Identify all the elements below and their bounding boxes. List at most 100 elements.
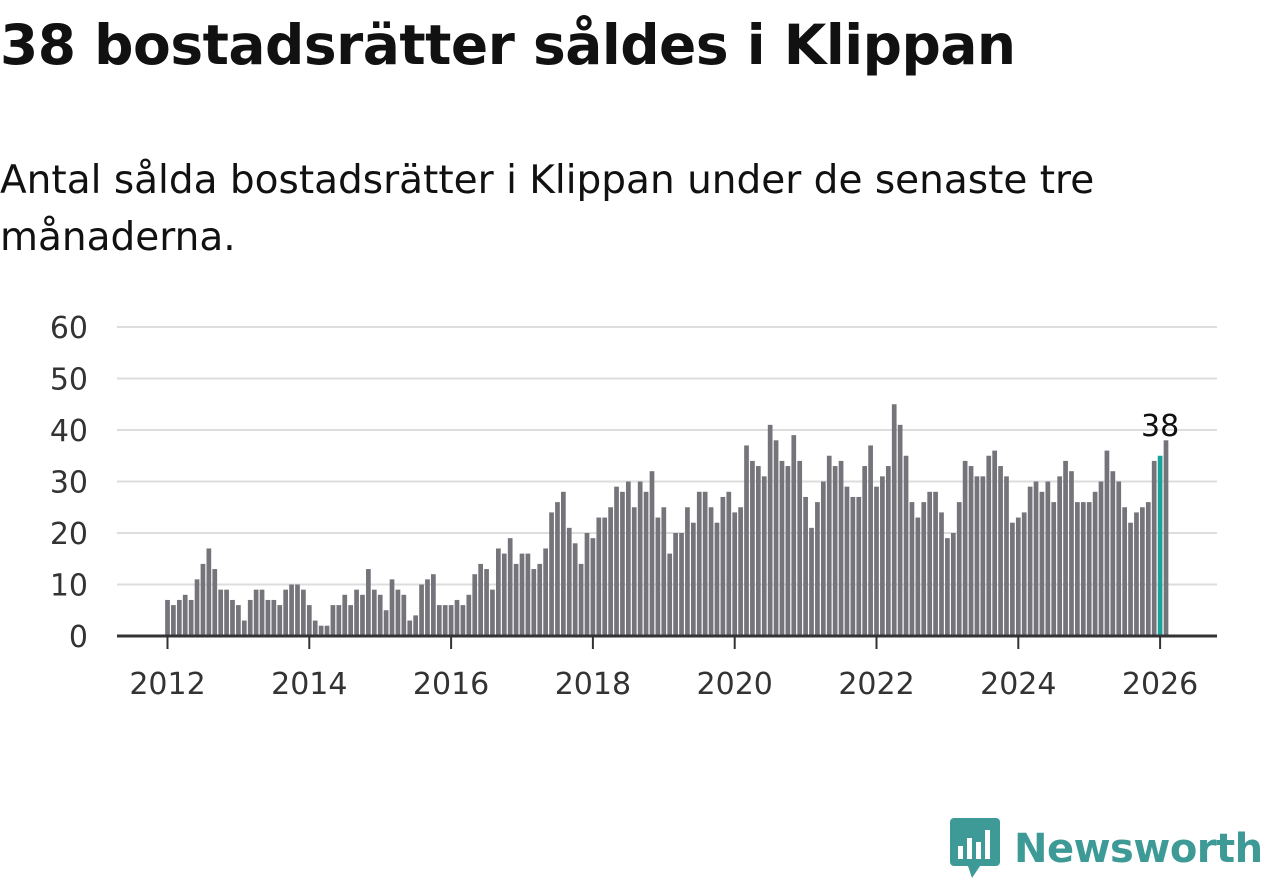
bar	[761, 476, 767, 636]
bar	[779, 460, 785, 636]
bar	[1128, 522, 1133, 636]
bar	[318, 625, 324, 636]
bar	[826, 455, 832, 636]
bar	[962, 460, 968, 636]
bar	[655, 517, 661, 636]
y-tick-label-10: 10	[50, 569, 88, 604]
bar	[413, 615, 419, 636]
bar	[283, 589, 289, 636]
bar	[478, 563, 483, 636]
bar	[1140, 507, 1145, 636]
x-tick-label-2020: 2020	[697, 667, 773, 702]
bar	[1098, 481, 1104, 636]
bar	[1080, 502, 1086, 636]
bar	[891, 404, 897, 636]
bar	[1021, 512, 1027, 636]
y-tick-label-60: 60	[50, 311, 88, 346]
bar	[253, 589, 259, 636]
bar	[885, 466, 891, 636]
bar	[1063, 460, 1068, 636]
bar	[466, 594, 472, 636]
bar	[1033, 481, 1039, 636]
bar	[1145, 502, 1151, 636]
bar	[407, 620, 413, 636]
bar	[1010, 522, 1015, 636]
bar	[490, 589, 495, 636]
bar	[750, 460, 755, 636]
bar	[1151, 460, 1157, 636]
bar	[460, 605, 466, 636]
bar	[566, 527, 572, 636]
y-tick-label-50: 50	[50, 363, 88, 398]
bar	[1086, 502, 1092, 636]
bar	[927, 491, 933, 636]
annotations: 38	[1141, 409, 1179, 444]
bar	[289, 584, 294, 636]
bar	[838, 460, 844, 636]
bar	[714, 522, 720, 636]
bar	[696, 491, 702, 636]
x-tick-label-2016: 2016	[413, 667, 489, 702]
y-tick-label-20: 20	[50, 517, 88, 552]
bar	[1015, 517, 1021, 636]
bar	[637, 481, 643, 636]
bar	[992, 450, 998, 636]
bar	[519, 553, 525, 636]
bar	[1075, 502, 1080, 636]
bar	[431, 574, 436, 636]
bar	[306, 605, 312, 636]
bar	[1004, 476, 1009, 636]
bar	[773, 440, 779, 636]
bar	[1045, 481, 1051, 636]
newsworthy-logo-icon	[950, 818, 1000, 878]
bar	[738, 507, 743, 636]
bar	[620, 491, 625, 636]
bar	[643, 491, 649, 636]
bar	[702, 491, 708, 636]
bar	[667, 553, 673, 636]
bar	[1122, 507, 1128, 636]
bar	[933, 491, 938, 636]
bar	[909, 502, 915, 636]
bar	[165, 599, 170, 636]
bar	[259, 589, 265, 636]
bar	[472, 574, 478, 636]
bar	[791, 435, 797, 636]
bar	[1039, 491, 1045, 636]
bar-series	[165, 404, 1169, 636]
bar	[1051, 502, 1057, 636]
bar	[218, 589, 224, 636]
bar	[590, 538, 596, 636]
bar	[448, 605, 454, 636]
bar	[395, 589, 401, 636]
bar	[271, 599, 277, 636]
bar-highlighted	[1157, 455, 1163, 636]
bar	[324, 625, 330, 636]
bar	[679, 533, 684, 636]
bar	[732, 512, 738, 636]
bar	[956, 502, 962, 636]
bar	[626, 481, 631, 636]
bar	[744, 445, 749, 636]
x-tick-label-2012: 2012	[129, 667, 205, 702]
bar	[241, 620, 247, 636]
bar	[188, 599, 194, 636]
x-tick-label-2022: 2022	[838, 667, 914, 702]
bar	[295, 584, 300, 636]
bar	[584, 533, 590, 636]
bar	[301, 589, 306, 636]
bar	[874, 486, 879, 636]
bar	[200, 563, 206, 636]
y-tick-label-40: 40	[50, 414, 88, 449]
bar	[377, 594, 383, 636]
bar	[903, 455, 909, 636]
bar	[673, 533, 678, 636]
bar	[348, 605, 354, 636]
bar	[998, 466, 1003, 636]
x-tick-label-2018: 2018	[555, 667, 631, 702]
bar	[342, 594, 348, 636]
bar	[950, 533, 956, 636]
bar	[212, 569, 218, 636]
bar	[720, 496, 726, 636]
bar	[496, 548, 501, 636]
